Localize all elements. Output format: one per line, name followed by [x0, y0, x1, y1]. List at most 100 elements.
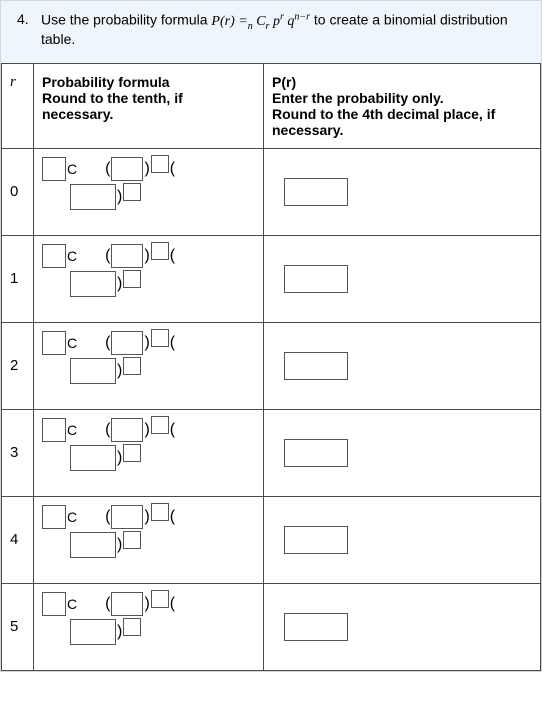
r-input[interactable] [70, 445, 116, 471]
formula-cell: C ( ) ( ) [42, 155, 255, 229]
pr-cell [264, 410, 541, 497]
p-input[interactable] [111, 418, 143, 442]
table-row: 0 C ( ) ( ) [2, 149, 541, 236]
table-row: 3 C ( ) ( ) [2, 410, 541, 497]
open-paren: ( [105, 421, 110, 439]
question-text: Use the probability formula P(r) =n Cr p… [41, 11, 525, 47]
exp2-input[interactable] [123, 357, 141, 375]
distribution-table: r Probability formula Round to the tenth… [1, 63, 541, 671]
exp1-input[interactable] [151, 242, 169, 260]
r-input[interactable] [70, 619, 116, 645]
close-paren: ) [117, 188, 122, 206]
exp2-input[interactable] [123, 183, 141, 201]
close-paren: ) [117, 449, 122, 467]
r-input[interactable] [70, 358, 116, 384]
n-input[interactable] [42, 331, 66, 355]
pr-cell [264, 236, 541, 323]
exp2-input[interactable] [123, 531, 141, 549]
close-paren: ) [144, 421, 149, 439]
pr-cell [264, 149, 541, 236]
c-symbol: C [67, 596, 77, 612]
p-input[interactable] [111, 157, 143, 181]
exp1-input[interactable] [151, 155, 169, 173]
pr-input[interactable] [284, 352, 348, 380]
r-input[interactable] [70, 184, 116, 210]
header-formula: Probability formula Round to the tenth, … [34, 64, 264, 149]
n-input[interactable] [42, 244, 66, 268]
close-paren: ) [144, 508, 149, 526]
open-paren: ( [105, 160, 110, 178]
pr-input[interactable] [284, 526, 348, 554]
pr-cell [264, 584, 541, 671]
header-pr-sub2: Round to the 4th decimal place, if neces… [272, 106, 495, 138]
table-header-row: r Probability formula Round to the tenth… [2, 64, 541, 149]
close-paren: ) [144, 247, 149, 265]
n-input[interactable] [42, 505, 66, 529]
c-symbol: C [67, 422, 77, 438]
table-row: 1 C ( ) ( ) [2, 236, 541, 323]
close-paren: ) [144, 595, 149, 613]
exp1-input[interactable] [151, 329, 169, 347]
p-input[interactable] [111, 244, 143, 268]
c-symbol: C [67, 509, 77, 525]
r-value: 3 [10, 444, 18, 461]
probability-formula: P(r) =n Cr pr qn−r [211, 14, 310, 29]
formula-cell: C ( ) ( ) [42, 590, 255, 664]
pr-cell [264, 323, 541, 410]
formula-cell: C ( ) ( ) [42, 503, 255, 577]
n-input[interactable] [42, 592, 66, 616]
header-pr-title: P(r) [272, 74, 296, 90]
pr-cell [264, 497, 541, 584]
pr-input[interactable] [284, 265, 348, 293]
r-value: 1 [10, 270, 18, 287]
header-formula-title: Probability formula [42, 74, 170, 90]
c-symbol: C [67, 248, 77, 264]
open-paren: ( [105, 247, 110, 265]
r-input[interactable] [70, 532, 116, 558]
r-value: 2 [10, 357, 18, 374]
p-input[interactable] [111, 592, 143, 616]
open-paren: ( [170, 160, 175, 178]
c-symbol: C [67, 335, 77, 351]
r-value: 4 [10, 531, 18, 548]
pr-input[interactable] [284, 439, 348, 467]
formula-cell: C ( ) ( ) [42, 416, 255, 490]
close-paren: ) [117, 362, 122, 380]
exp2-input[interactable] [123, 618, 141, 636]
close-paren: ) [117, 536, 122, 554]
p-input[interactable] [111, 505, 143, 529]
table-row: 4 C ( ) ( ) [2, 497, 541, 584]
close-paren: ) [117, 275, 122, 293]
r-value: 0 [10, 183, 18, 200]
header-formula-sub: Round to the tenth, if necessary. [42, 90, 183, 122]
exp1-input[interactable] [151, 503, 169, 521]
pr-input[interactable] [284, 178, 348, 206]
exp1-input[interactable] [151, 416, 169, 434]
open-paren: ( [170, 508, 175, 526]
c-symbol: C [67, 161, 77, 177]
r-input[interactable] [70, 271, 116, 297]
open-paren: ( [105, 508, 110, 526]
exp2-input[interactable] [123, 444, 141, 462]
open-paren: ( [105, 334, 110, 352]
exp1-input[interactable] [151, 590, 169, 608]
close-paren: ) [144, 160, 149, 178]
n-input[interactable] [42, 418, 66, 442]
formula-cell: C ( ) ( ) [42, 242, 255, 316]
worksheet-page: 4. Use the probability formula P(r) =n C… [0, 0, 542, 672]
table-row: 5 C ( ) ( ) [2, 584, 541, 671]
open-paren: ( [105, 595, 110, 613]
question-text-before: Use the probability formula [41, 12, 211, 28]
header-pr-sub1: Enter the probability only. [272, 90, 444, 106]
p-input[interactable] [111, 331, 143, 355]
n-input[interactable] [42, 157, 66, 181]
open-paren: ( [170, 421, 175, 439]
question-number: 4. [17, 11, 41, 47]
open-paren: ( [170, 595, 175, 613]
header-r: r [2, 64, 34, 149]
close-paren: ) [117, 623, 122, 641]
exp2-input[interactable] [123, 270, 141, 288]
close-paren: ) [144, 334, 149, 352]
table-row: 2 C ( ) ( ) [2, 323, 541, 410]
pr-input[interactable] [284, 613, 348, 641]
